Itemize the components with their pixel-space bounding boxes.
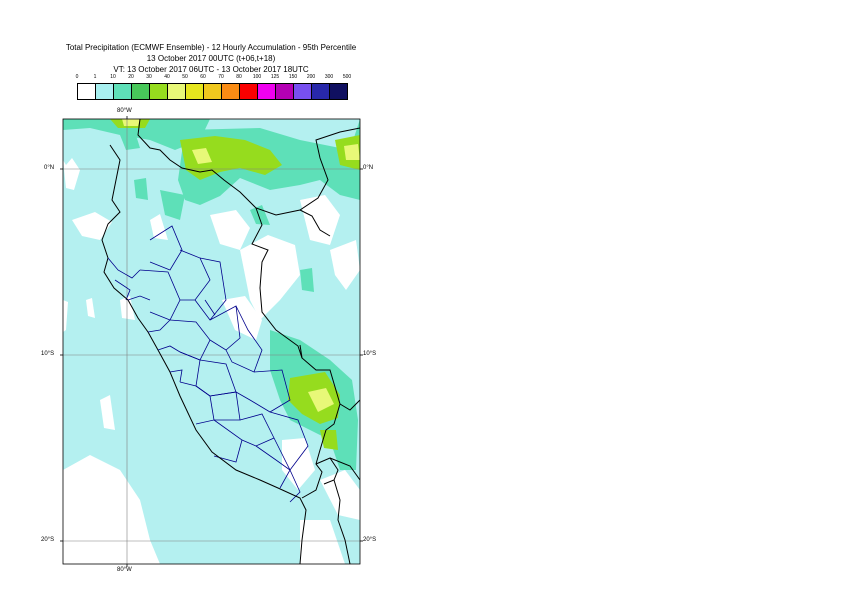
legend-tick-label: 30: [146, 74, 152, 80]
valid-time-label: VT: 13 October 2017 06UTC - 13 October 2…: [113, 65, 309, 74]
legend-tick-label: 10: [110, 74, 116, 80]
lat-label-left-0: 0°N: [44, 165, 55, 171]
graticule-lines: [63, 119, 360, 564]
legend-tick-label: 200: [306, 74, 316, 80]
color-legend: 0 1 10 20 30 40 50 60 70 80 100 125 150 200 300 500: [75, 74, 351, 104]
map-frame: [62, 118, 361, 565]
axis-ticks: [60, 116, 363, 567]
legend-tick-label: 300: [324, 74, 334, 80]
legend-tick-label: 150: [288, 74, 298, 80]
run-time-label: 13 October 2017 00UTC (t+06,t+18): [146, 54, 276, 63]
lon-label-top: 80°W: [117, 108, 132, 114]
legend-tick-label: 125: [270, 74, 280, 80]
legend-tick-label: 80: [236, 74, 242, 80]
legend-tick-label: 1: [93, 74, 97, 80]
legend-tick-label: 0: [75, 74, 79, 80]
legend-tick-label: 70: [218, 74, 224, 80]
legend-color-box: [329, 83, 348, 100]
legend-tick-label: 50: [182, 74, 188, 80]
peak-precip-areas: [122, 119, 360, 412]
legend-tick-label: 500: [342, 74, 352, 80]
regional-borders: [114, 225, 309, 503]
chart-title: Total Precipitation (ECMWF Ensemble) - 1…: [65, 43, 357, 52]
legend-tick-label: 60: [200, 74, 206, 80]
lon-label-bottom: 80°W: [117, 567, 132, 573]
lat-label-right-0: 0°N: [363, 165, 374, 171]
lat-label-left-20s: 20°S: [41, 537, 55, 543]
legend-tick-label: 100: [252, 74, 262, 80]
legend-tick-label: 40: [164, 74, 170, 80]
lat-label-left-10s: 10°S: [41, 351, 55, 357]
legend-tick-label: 20: [128, 74, 134, 80]
lat-label-right-10s: 10°S: [363, 351, 377, 357]
coastline-outline: [107, 257, 183, 383]
lat-label-right-20s: 20°S: [363, 537, 377, 543]
